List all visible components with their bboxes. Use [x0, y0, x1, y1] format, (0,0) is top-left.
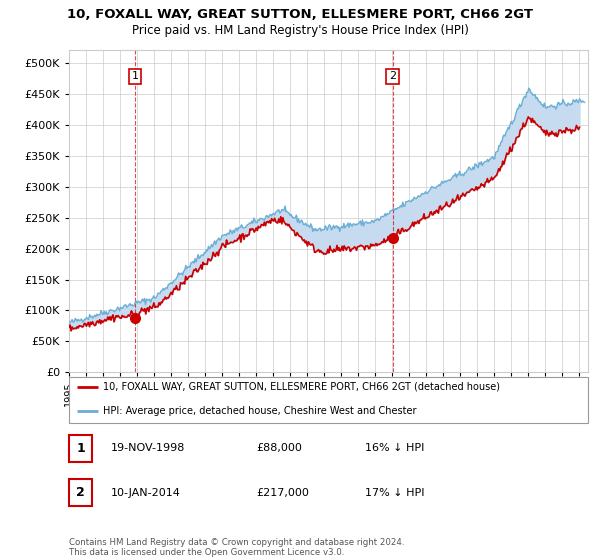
- Text: 16% ↓ HPI: 16% ↓ HPI: [365, 443, 424, 453]
- FancyBboxPatch shape: [69, 435, 92, 461]
- Text: 1: 1: [76, 442, 85, 455]
- Text: £88,000: £88,000: [256, 443, 302, 453]
- Text: 19-NOV-1998: 19-NOV-1998: [110, 443, 185, 453]
- Text: £217,000: £217,000: [256, 488, 309, 498]
- Text: 10-JAN-2014: 10-JAN-2014: [110, 488, 181, 498]
- Text: 2: 2: [76, 487, 85, 500]
- Text: 10, FOXALL WAY, GREAT SUTTON, ELLESMERE PORT, CH66 2GT (detached house): 10, FOXALL WAY, GREAT SUTTON, ELLESMERE …: [103, 382, 500, 392]
- Text: Contains HM Land Registry data © Crown copyright and database right 2024.
This d: Contains HM Land Registry data © Crown c…: [69, 538, 404, 557]
- Text: 1: 1: [131, 72, 139, 81]
- FancyBboxPatch shape: [69, 377, 588, 423]
- FancyBboxPatch shape: [69, 479, 92, 506]
- Text: Price paid vs. HM Land Registry's House Price Index (HPI): Price paid vs. HM Land Registry's House …: [131, 24, 469, 37]
- Text: 17% ↓ HPI: 17% ↓ HPI: [365, 488, 424, 498]
- Text: 2: 2: [389, 72, 397, 81]
- Text: HPI: Average price, detached house, Cheshire West and Chester: HPI: Average price, detached house, Ches…: [103, 406, 416, 416]
- Text: 10, FOXALL WAY, GREAT SUTTON, ELLESMERE PORT, CH66 2GT: 10, FOXALL WAY, GREAT SUTTON, ELLESMERE …: [67, 8, 533, 21]
